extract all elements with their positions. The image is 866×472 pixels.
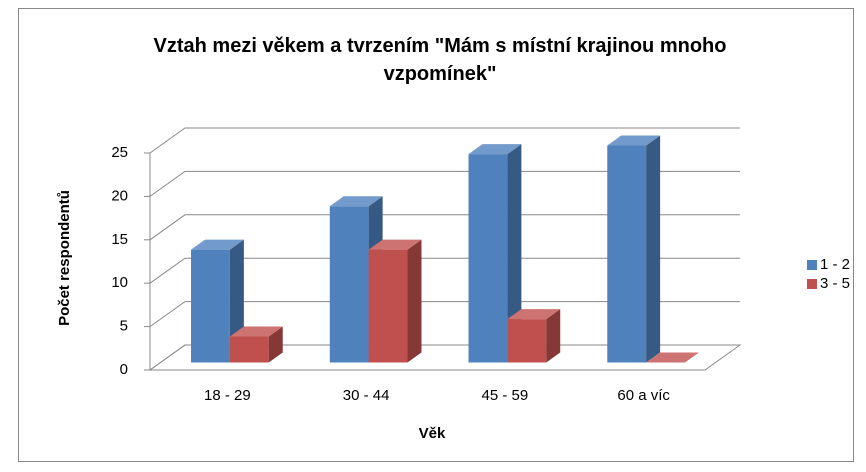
bar-top <box>368 239 422 250</box>
y-tick-label: 10 <box>111 274 128 291</box>
x-tick-label: 60 a víc <box>617 387 670 404</box>
bar-front <box>229 336 269 363</box>
bar-front <box>468 154 508 363</box>
bar-top <box>229 326 283 337</box>
chart-border <box>18 8 854 462</box>
bar-front <box>368 249 408 363</box>
bar-side <box>507 144 522 363</box>
legend-label: 1 - 2 <box>820 256 850 273</box>
bar-top <box>507 309 561 320</box>
grid-line <box>149 170 740 197</box>
bar-side <box>646 135 661 363</box>
y-tick-label: 5 <box>120 318 128 335</box>
y-tick-label: 0 <box>120 361 128 378</box>
bar-top <box>468 144 522 155</box>
legend-swatch <box>807 260 817 270</box>
bar <box>607 135 661 363</box>
bar <box>646 352 699 363</box>
y-tick-label: 15 <box>111 231 128 248</box>
grid-line <box>149 301 740 328</box>
bar-front <box>329 206 369 363</box>
bar-front <box>607 145 647 363</box>
legend-swatch <box>807 279 817 289</box>
bar-top <box>607 135 661 146</box>
y-tick-label: 20 <box>111 187 128 204</box>
x-tick-label: 30 - 44 <box>343 387 390 404</box>
y-tick-label: 25 <box>111 144 128 161</box>
bar <box>368 239 422 363</box>
chart-title: Vztah mezi věkem a tvrzením "Mám s místn… <box>153 35 727 85</box>
y-axis-label: Počet respondentů <box>56 190 73 326</box>
bar-front <box>507 319 547 363</box>
x-tick-label: 45 - 59 <box>482 387 529 404</box>
x-axis-label: Věk <box>419 425 446 442</box>
bar-top <box>191 239 244 250</box>
bar-side <box>546 309 561 363</box>
grid-line <box>149 214 740 241</box>
bar <box>507 309 561 363</box>
grid-line <box>149 257 740 284</box>
bar <box>229 326 283 363</box>
bar-side <box>407 239 422 363</box>
bar-side <box>268 326 283 363</box>
bar <box>468 144 522 363</box>
bar-top <box>646 352 699 363</box>
grid-line <box>149 127 740 154</box>
legend-label: 3 - 5 <box>820 275 850 292</box>
x-tick-label: 18 - 29 <box>204 387 251 404</box>
bar-front <box>191 249 230 363</box>
bar-top <box>329 196 383 207</box>
